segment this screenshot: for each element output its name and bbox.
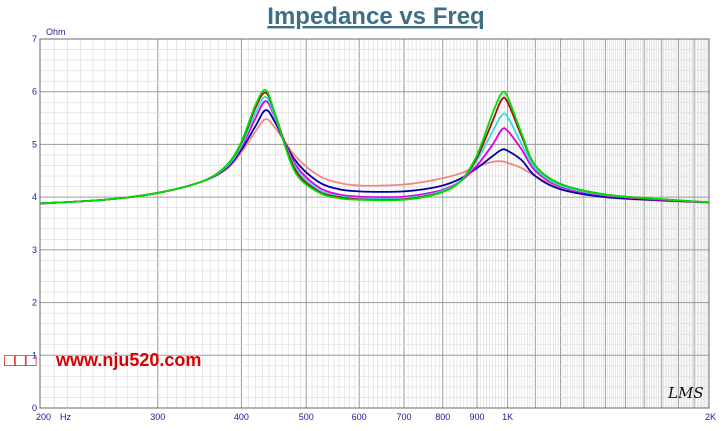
x-tick-label: 400 <box>234 412 249 422</box>
x-tick-label: 600 <box>352 412 367 422</box>
x-tick-label: 300 <box>150 412 165 422</box>
x-tick-label: 1K <box>502 412 513 422</box>
x-tick-label: 800 <box>435 412 450 422</box>
x-tick-label: 500 <box>299 412 314 422</box>
x-tick-label: 200 <box>36 412 51 422</box>
watermark-url: www.nju520.com <box>55 350 201 370</box>
x-tick-label: 900 <box>469 412 484 422</box>
y-tick-label: 6 <box>32 87 37 97</box>
y-tick-label: 7 <box>32 34 37 44</box>
series-layer <box>39 89 710 205</box>
y-axis-unit: Ohm <box>46 27 66 37</box>
impedance-curve-4 <box>39 109 710 205</box>
tick-labels: 0 1 2 3 4 5 6 7 200 300 400 500 600 700 800 900 1K 2K <box>32 34 716 422</box>
y-tick-label: 1 <box>32 350 37 360</box>
y-tick-label: 4 <box>32 192 37 202</box>
y-tick-label: 2 <box>32 298 37 308</box>
grid <box>39 38 710 409</box>
impedance-curve-0 <box>39 89 710 205</box>
impedance-curve-2 <box>39 96 710 205</box>
watermark-prefix: □□□ <box>4 350 37 370</box>
y-tick-label: 5 <box>32 139 37 149</box>
chart-title: Impedance vs Freq <box>267 3 484 30</box>
x-axis-unit: Hz <box>60 412 71 422</box>
lms-logo: LMS <box>667 384 704 402</box>
plot-frame <box>39 38 710 409</box>
impedance-curve-3 <box>39 100 710 205</box>
y-tick-label: 3 <box>32 245 37 255</box>
x-tick-label: 700 <box>396 412 411 422</box>
y-tick-label: 0 <box>32 403 37 413</box>
x-tick-label: 2K <box>705 412 716 422</box>
impedance-curve-5 <box>39 118 710 205</box>
